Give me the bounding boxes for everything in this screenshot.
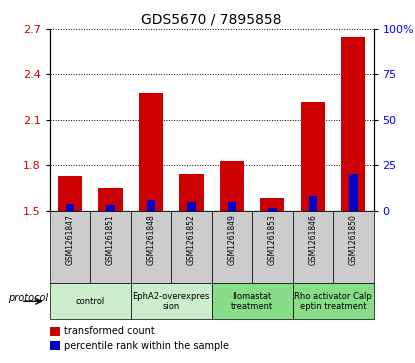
Bar: [220, 160, 244, 211]
Bar: [260, 199, 285, 211]
Text: GSM1261847: GSM1261847: [66, 214, 75, 265]
Bar: [309, 196, 317, 211]
Text: GSM1261851: GSM1261851: [106, 214, 115, 265]
Bar: [179, 174, 204, 211]
FancyBboxPatch shape: [131, 283, 212, 319]
FancyBboxPatch shape: [90, 211, 131, 283]
FancyBboxPatch shape: [50, 211, 90, 283]
Text: GSM1261848: GSM1261848: [146, 214, 156, 265]
Text: GSM1261850: GSM1261850: [349, 214, 358, 265]
Text: control: control: [76, 297, 105, 306]
Text: EphA2-overexpres
sion: EphA2-overexpres sion: [132, 291, 210, 311]
Bar: [228, 203, 236, 211]
Text: transformed count: transformed count: [64, 326, 155, 336]
Bar: [50, 327, 60, 336]
FancyBboxPatch shape: [50, 283, 131, 319]
FancyBboxPatch shape: [293, 211, 333, 283]
Text: protocol: protocol: [8, 293, 49, 303]
Bar: [341, 37, 365, 211]
Text: GSM1261853: GSM1261853: [268, 214, 277, 265]
Bar: [349, 174, 357, 211]
Text: GSM1261846: GSM1261846: [308, 214, 317, 265]
Bar: [300, 102, 325, 211]
FancyBboxPatch shape: [212, 211, 252, 283]
Text: Rho activator Calp
eptin treatment: Rho activator Calp eptin treatment: [294, 291, 372, 311]
Text: GSM1261849: GSM1261849: [227, 214, 237, 265]
Bar: [66, 204, 74, 211]
Bar: [106, 205, 115, 211]
FancyBboxPatch shape: [293, 283, 374, 319]
Text: GSM1261852: GSM1261852: [187, 214, 196, 265]
Bar: [268, 208, 276, 211]
FancyBboxPatch shape: [333, 211, 374, 283]
FancyBboxPatch shape: [252, 211, 293, 283]
FancyBboxPatch shape: [131, 211, 171, 283]
Bar: [50, 341, 60, 350]
Text: percentile rank within the sample: percentile rank within the sample: [64, 341, 229, 351]
Bar: [58, 176, 82, 211]
Title: GDS5670 / 7895858: GDS5670 / 7895858: [142, 12, 282, 26]
Bar: [139, 93, 163, 211]
Text: Ilomastat
treatment: Ilomastat treatment: [231, 291, 273, 311]
Bar: [187, 203, 195, 211]
Bar: [98, 188, 123, 211]
FancyBboxPatch shape: [212, 283, 293, 319]
FancyBboxPatch shape: [171, 211, 212, 283]
Bar: [147, 200, 155, 211]
